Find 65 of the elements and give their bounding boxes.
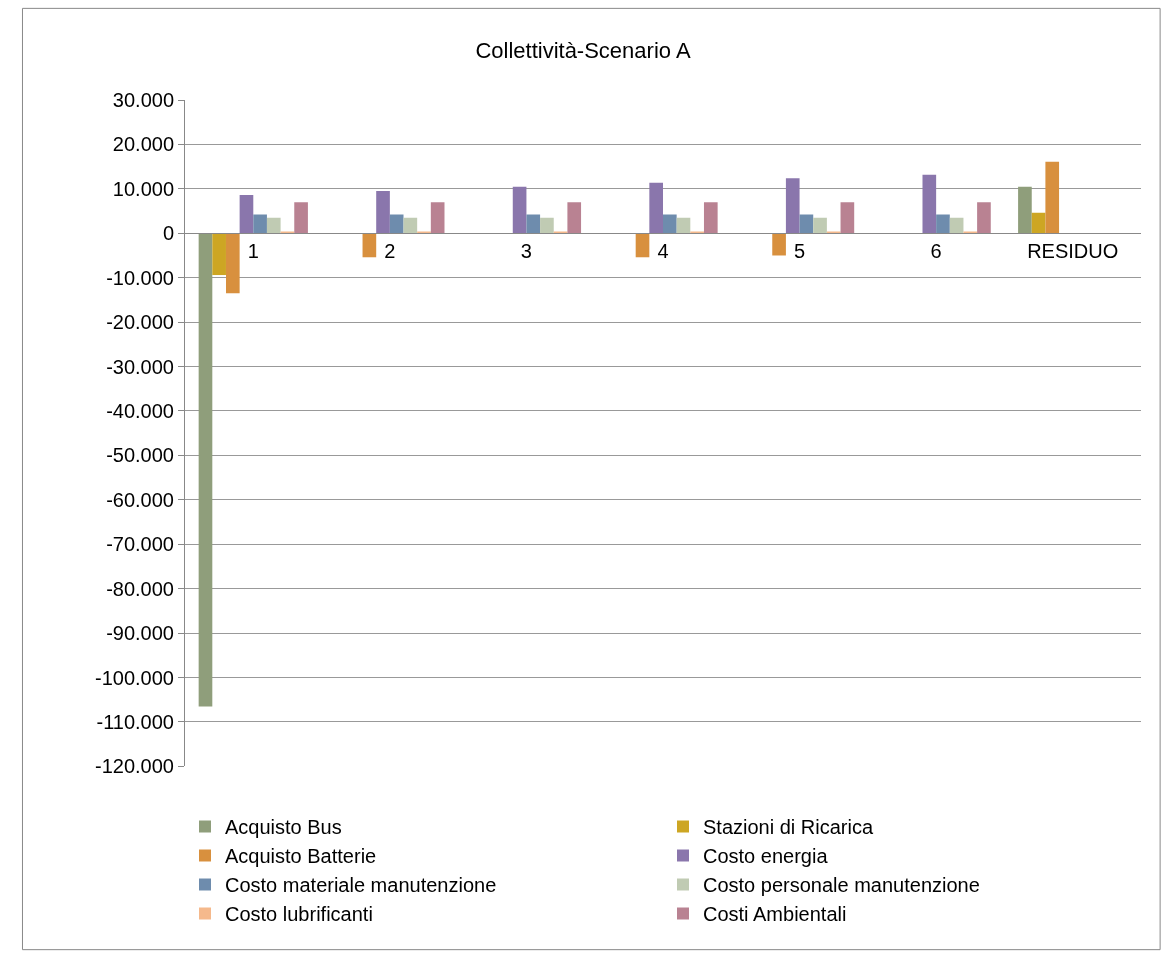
bar — [567, 202, 582, 234]
legend-label: Costo lubrificanti — [225, 903, 373, 926]
y-tick-label: 20.000 — [112, 133, 174, 156]
y-tick-label: -120.000 — [95, 755, 174, 778]
y-tick-label: -60.000 — [106, 488, 174, 511]
bar — [840, 202, 855, 234]
chart-title: Collettività-Scenario A — [475, 38, 691, 64]
x-tick-label: 4 — [657, 240, 669, 263]
bar — [663, 214, 677, 234]
y-tick-label: -40.000 — [106, 399, 174, 422]
bar — [266, 217, 281, 234]
y-tick-label: -80.000 — [106, 577, 174, 600]
y-tick-label: -100.000 — [95, 666, 174, 689]
bar — [1031, 212, 1046, 234]
bar — [430, 202, 445, 234]
legend-label: Acquisto Bus — [225, 816, 342, 839]
y-tick-label: -90.000 — [106, 622, 174, 645]
bar — [253, 214, 267, 234]
bar — [362, 233, 377, 258]
bar — [635, 233, 650, 258]
bar — [676, 217, 691, 234]
y-tick-label: -110.000 — [96, 710, 174, 733]
bar — [977, 202, 991, 234]
legend-label: Costo personale manutenzione — [703, 874, 980, 897]
legend-label: Stazioni di Ricarica — [703, 816, 874, 839]
x-tick-label: 2 — [384, 240, 396, 263]
x-tick-label: 5 — [794, 240, 806, 263]
bar — [799, 214, 814, 234]
bar — [403, 217, 418, 234]
legend-label: Acquisto Batterie — [225, 845, 377, 868]
bar — [785, 178, 800, 234]
y-tick-label: -20.000 — [106, 311, 174, 334]
bar — [512, 186, 527, 234]
bar — [526, 214, 541, 234]
y-tick-label: -30.000 — [106, 355, 174, 378]
bar — [225, 233, 240, 294]
x-tick-label: RESIDUO — [1027, 240, 1119, 263]
legend-label: Costo materiale manutenzione — [225, 874, 497, 897]
bar — [294, 202, 308, 234]
bar — [922, 174, 937, 234]
bar — [949, 217, 964, 234]
bar — [649, 182, 663, 234]
bar — [813, 217, 827, 234]
x-tick-label: 1 — [247, 240, 259, 263]
bar — [772, 233, 786, 256]
y-tick-label: -10.000 — [106, 266, 174, 289]
y-tick-label: 30.000 — [112, 89, 174, 111]
x-tick-label: 3 — [520, 240, 532, 263]
bar — [212, 233, 226, 276]
y-tick-label: -50.000 — [106, 444, 174, 467]
x-tick-label: 6 — [930, 240, 942, 263]
bar — [540, 217, 554, 234]
bar — [389, 214, 404, 234]
legend-label: Costi Ambientali — [703, 903, 847, 926]
legend-label: Costo energia — [703, 845, 829, 868]
bar — [1018, 186, 1032, 234]
y-tick-label: 10.000 — [112, 177, 174, 200]
bar — [1045, 161, 1060, 234]
bar — [376, 191, 390, 234]
bar — [239, 195, 254, 234]
y-tick-label: -70.000 — [106, 533, 174, 556]
y-tick-label: 0 — [162, 222, 174, 245]
bar — [198, 233, 213, 707]
bar — [936, 214, 950, 234]
bar — [703, 202, 718, 234]
